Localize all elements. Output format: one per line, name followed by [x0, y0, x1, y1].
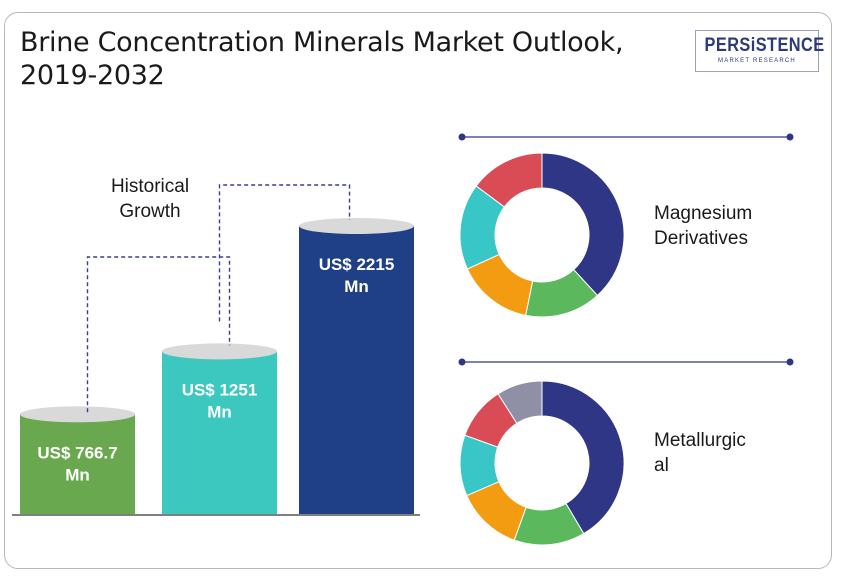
- donut-slice: [541, 380, 625, 535]
- bar-chart: US$ 766.7 Mn US$ 1251 Mn US$ 2215 Mn Historica…: [12, 176, 420, 516]
- historical-growth-connector: [86, 256, 231, 413]
- bar-body: [162, 351, 277, 514]
- divider-dot-left: [458, 133, 466, 141]
- donut-slice: [497, 380, 543, 425]
- bar-value-label: US$ 766.7 Mn: [37, 443, 117, 484]
- type-share-donut: Magnesium Derivatives: [458, 133, 794, 318]
- highlight-label: Metallurgic al: [654, 430, 746, 476]
- donut-slice: [541, 152, 625, 297]
- bar-value-label: US$ 1251 Mn: [182, 380, 258, 421]
- logo-subtext: MARKET RESEARCH: [718, 58, 796, 64]
- application-share-donut: Metallurgic al: [458, 358, 794, 546]
- donut-slice: [475, 152, 543, 208]
- divider-dot-right: [786, 358, 794, 366]
- bar-2025: US$ 1251 Mn: [162, 343, 277, 514]
- historical-growth-label: Historical Growth: [111, 176, 189, 222]
- bar-top-cap: [299, 218, 414, 234]
- page-title: Brine Concentration Minerals Market Outl…: [20, 27, 624, 91]
- bar-body: [299, 226, 414, 514]
- divider-dot-right: [786, 133, 794, 141]
- bar-2032: US$ 2215 Mn: [299, 218, 414, 514]
- divider-dot-left: [458, 358, 466, 366]
- bar-2019: US$ 766.7 Mn: [20, 406, 135, 514]
- bar-top-cap: [20, 406, 135, 423]
- bar-body: [20, 414, 135, 514]
- logo-text: PERSiSTENCE: [704, 35, 825, 56]
- bar-value-label: US$ 2215 Mn: [319, 255, 395, 296]
- highlight-label: Magnesium Derivatives: [654, 203, 752, 249]
- persistence-logo: PERSiSTENCE MARKET RESEARCH: [695, 30, 825, 72]
- infographic-card: [4, 12, 832, 569]
- bar-top-cap: [162, 343, 277, 360]
- cagr-connector: [218, 184, 351, 322]
